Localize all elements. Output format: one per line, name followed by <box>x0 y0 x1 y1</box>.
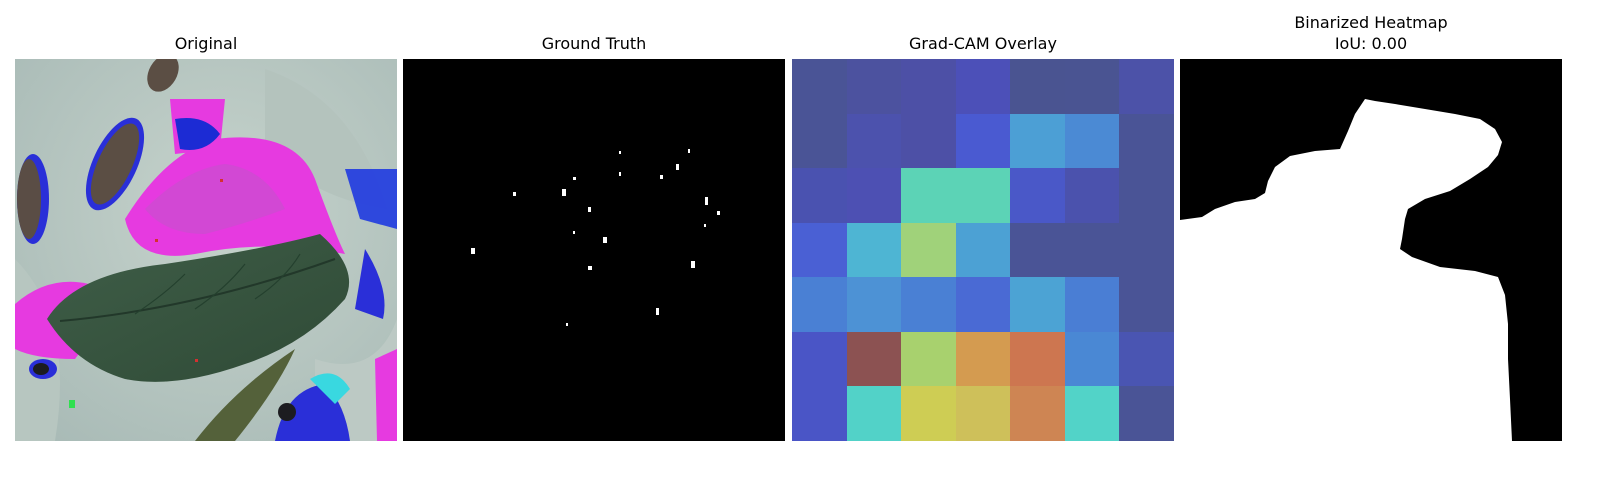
iou-label: IoU: 0.00 <box>1334 34 1408 53</box>
gradcam-overlay-image <box>792 59 1174 441</box>
heatmap-cell <box>1065 59 1119 114</box>
heatmap-cell <box>847 168 901 223</box>
original-image <box>15 59 397 441</box>
heatmap-cell <box>847 386 901 441</box>
ground-truth-panel: Ground Truth <box>403 0 785 500</box>
heatmap-cell <box>1010 114 1065 168</box>
heatmap-cell <box>1010 168 1065 223</box>
binarized-heatmap-image <box>1180 59 1562 441</box>
heatmap-cell <box>847 332 901 386</box>
heatmap-cell <box>901 332 956 386</box>
heatmap-cell <box>956 114 1010 168</box>
heatmap-cell <box>1010 277 1065 332</box>
heatmap-cell <box>1010 386 1065 441</box>
heatmap-cell <box>1065 168 1119 223</box>
original-title: Original <box>174 34 238 53</box>
heatmap-cell <box>956 277 1010 332</box>
heatmap-cell <box>1119 59 1174 114</box>
gradcam-title: Grad-CAM Overlay <box>909 34 1057 53</box>
heatmap-cell <box>792 386 847 441</box>
original-panel: Original <box>15 0 397 500</box>
heatmap-cell <box>792 59 847 114</box>
heatmap-cell <box>847 59 901 114</box>
heatmap-cell <box>1065 332 1119 386</box>
heatmap-cell <box>956 59 1010 114</box>
heatmap-cell <box>1119 168 1174 223</box>
binarized-title: Binarized Heatmap <box>1294 13 1448 32</box>
heatmap-cell <box>956 168 1010 223</box>
binarized-panel: Binarized Heatmap IoU: 0.00 <box>1180 0 1562 500</box>
heatmap-cell <box>1119 332 1174 386</box>
heatmap-cell <box>792 168 847 223</box>
ground-truth-mask <box>403 59 785 441</box>
heatmap-cell <box>847 114 901 168</box>
heatmap-cell <box>847 277 901 332</box>
heatmap-cell <box>956 223 1010 277</box>
heatmap-cell <box>1119 114 1174 168</box>
heatmap-cell <box>1119 386 1174 441</box>
heatmap-cell <box>792 277 847 332</box>
heatmap-cell <box>792 114 847 168</box>
heatmap-cell <box>1065 386 1119 441</box>
heatmap-cell <box>1010 332 1065 386</box>
heatmap-cell <box>901 114 956 168</box>
heatmap-cell <box>1119 277 1174 332</box>
heatmap-cell <box>1119 223 1174 277</box>
heatmap-cell <box>1010 223 1065 277</box>
ground-truth-title: Ground Truth <box>541 34 647 53</box>
heatmap-cell <box>956 332 1010 386</box>
heatmap-cell <box>1065 277 1119 332</box>
heatmap-cell <box>901 277 956 332</box>
heatmap-cell <box>1010 59 1065 114</box>
heatmap-cell <box>792 332 847 386</box>
heatmap-cell <box>1065 114 1119 168</box>
heatmap-cell <box>901 386 956 441</box>
heatmap-cell <box>1065 223 1119 277</box>
heatmap-cell <box>847 223 901 277</box>
heatmap-cell <box>901 59 956 114</box>
heatmap-cell <box>901 223 956 277</box>
gradcam-panel: Grad-CAM Overlay <box>792 0 1174 500</box>
heatmap-cell <box>956 386 1010 441</box>
heatmap-cell <box>901 168 956 223</box>
heatmap-cell <box>792 223 847 277</box>
